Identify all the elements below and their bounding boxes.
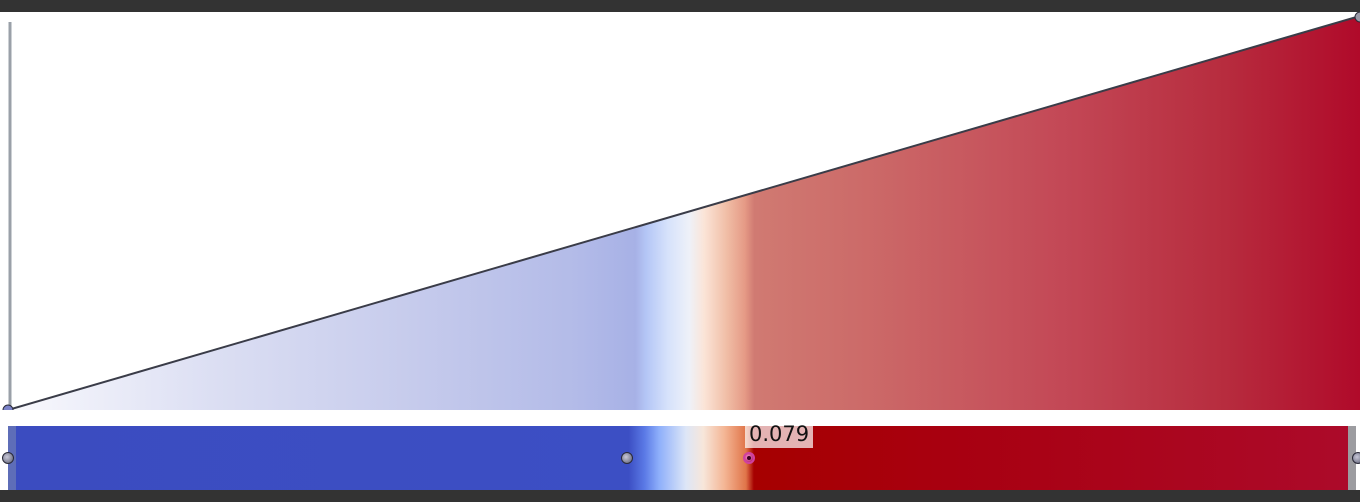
selected-point-value-label: 0.079: [745, 422, 814, 448]
opacity-function-svg: [2, 12, 1360, 410]
opacity-curve-line[interactable]: [7, 15, 1360, 410]
top-toolbar-strip: [0, 0, 1360, 12]
color-map-editor: 0.079: [0, 12, 1360, 490]
opacity-point-start[interactable]: [2, 404, 14, 410]
color-point-selected[interactable]: [743, 452, 755, 464]
opacity-point-end[interactable]: [1354, 12, 1360, 23]
bottom-strip: [0, 490, 1360, 502]
color-point-min[interactable]: [2, 452, 14, 464]
color-point-mid[interactable]: [621, 452, 633, 464]
color-point-max[interactable]: [1352, 452, 1360, 464]
color-gradient-strip[interactable]: [16, 426, 1348, 490]
color-transfer-bar[interactable]: [8, 426, 1356, 490]
opacity-function-area[interactable]: [0, 12, 1360, 410]
